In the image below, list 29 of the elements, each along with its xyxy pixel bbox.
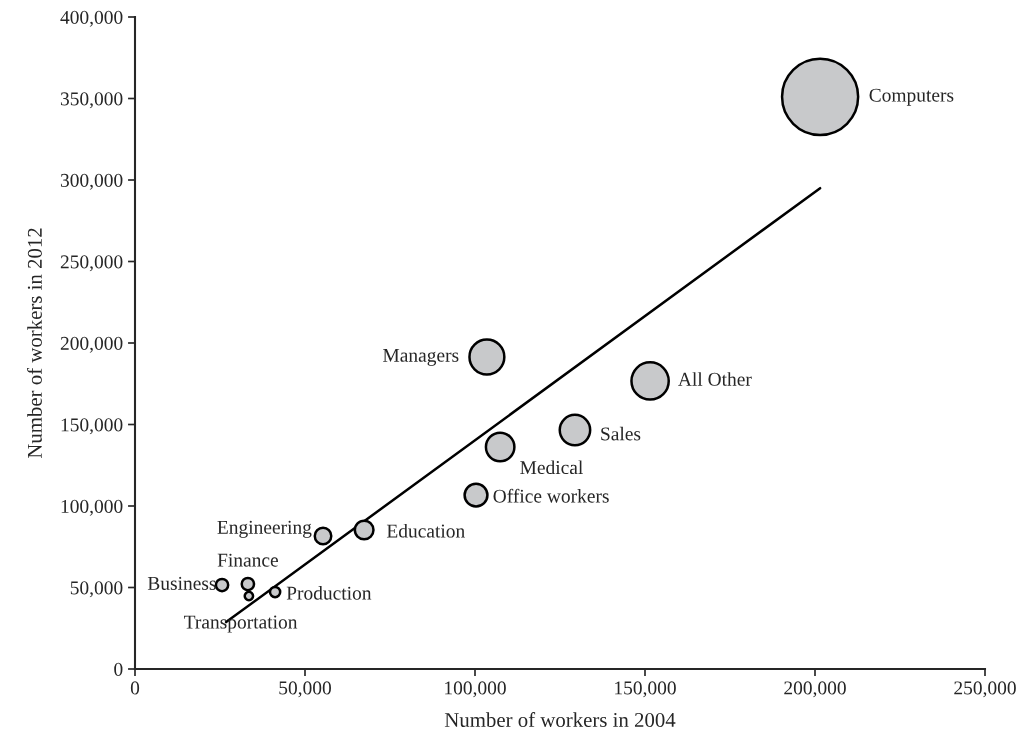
annotation: Managers (383, 348, 459, 366)
annotation: Production (286, 586, 372, 600)
annotation: Computers (869, 88, 954, 106)
y-tick-label: 200,000 (60, 336, 123, 353)
x-tick-label: 250,000 (954, 681, 1016, 698)
annotation: Sales (601, 426, 641, 441)
x-tick-label: 200,000 (784, 681, 846, 698)
x-tick-label: 150,000 (615, 681, 676, 698)
y-tick-label: 350,000 (60, 92, 123, 109)
y-tick-label: 400,000 (60, 10, 123, 27)
x-tick-label: 50,000 (279, 681, 331, 698)
x-axis-title: Number of workers in 2004 (444, 712, 676, 727)
y-tick-label: 300,000 (60, 173, 123, 190)
y-tick-label: 100,000 (61, 499, 123, 516)
y-tick-label: 50,000 (70, 581, 123, 598)
x-tick-label: 0 (130, 681, 140, 695)
y-tick-label: 250,000 (60, 255, 123, 272)
annotation: All Other (678, 372, 752, 386)
annotation: Medical (520, 460, 583, 475)
x-tick-label: 100,000 (445, 681, 506, 698)
y-tick-label: 0 (114, 662, 123, 676)
annotation: Finance (217, 553, 278, 567)
annotation: Engineering (217, 520, 312, 538)
y-axis-title: Number of workers in 2012 (27, 228, 42, 459)
annotation: Office workers (493, 488, 609, 503)
annotation: Business (147, 576, 216, 590)
annotation: Education (386, 523, 465, 538)
annotation: Transportation (184, 615, 298, 633)
y-tick-label: 150,000 (61, 418, 123, 435)
